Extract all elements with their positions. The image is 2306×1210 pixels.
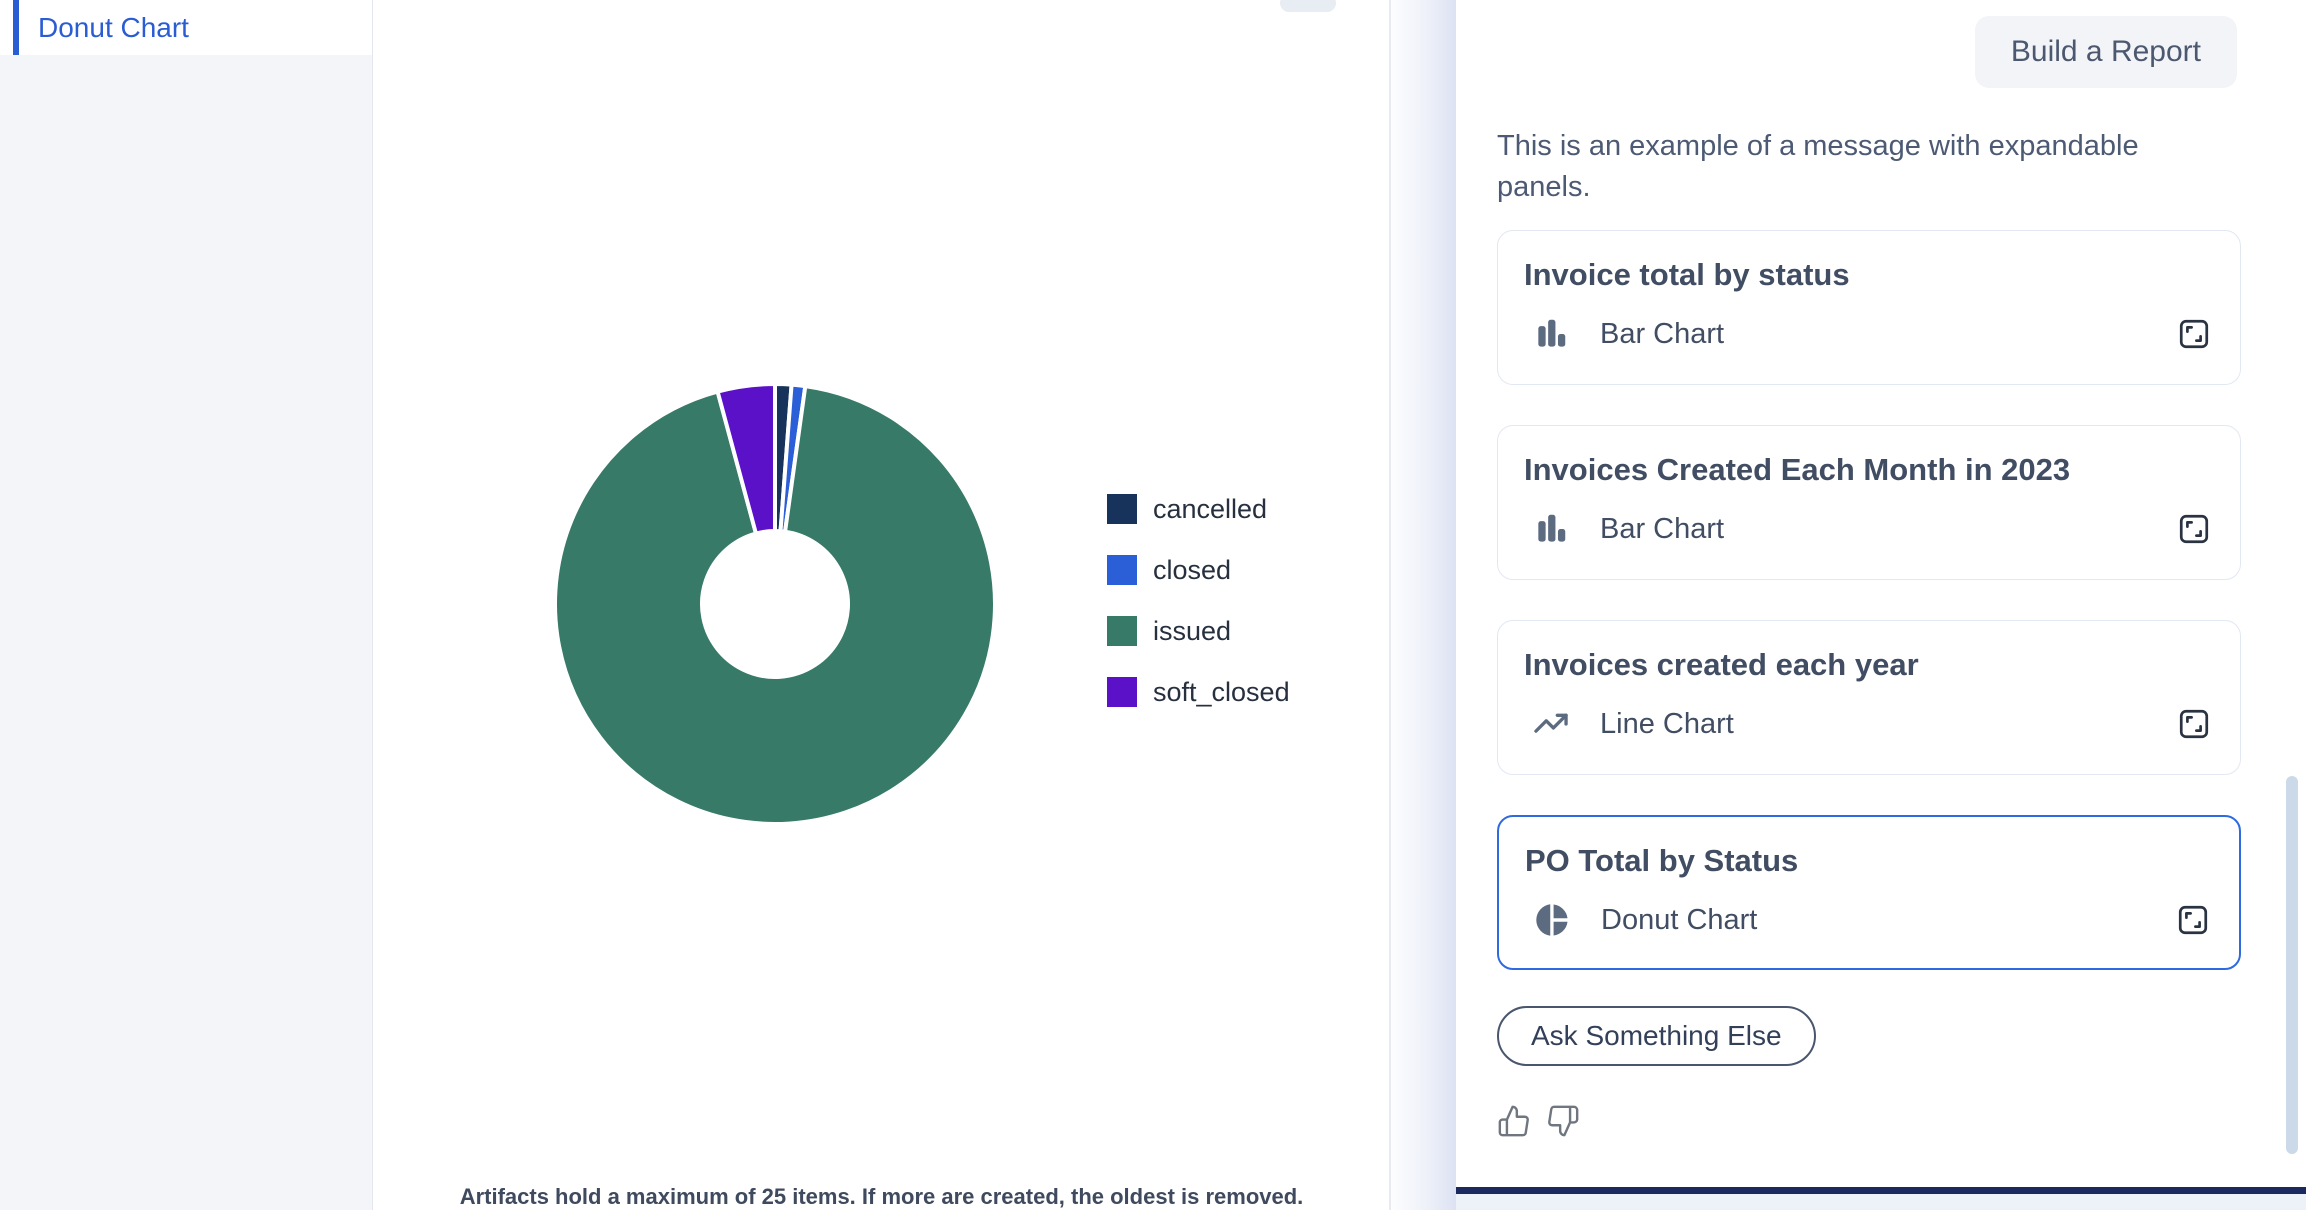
- donut-chart: [550, 379, 1000, 829]
- card-row: Donut Chart: [1525, 901, 2211, 939]
- card-title: Invoices Created Each Month in 2023: [1524, 452, 2071, 487]
- chart-panel-card[interactable]: Invoice total by status: [1497, 230, 2241, 385]
- chat-panel: Build a Report This is an example of a m…: [1456, 0, 2306, 1210]
- legend-swatch: [1107, 494, 1137, 524]
- feedback-row: [1497, 1104, 2241, 1138]
- donut-chart-svg: [553, 382, 997, 826]
- card-chart-type: Donut Chart: [1601, 903, 1758, 936]
- artifact-sidebar: Donut Chart: [0, 0, 373, 1210]
- line-chart-icon: [1532, 705, 1570, 743]
- assistant-message: This is an example of a message with exp…: [1497, 130, 2139, 203]
- expand-icon[interactable]: [2176, 511, 2212, 547]
- card-chart-type: Bar Chart: [1600, 317, 1725, 350]
- card-title: PO Total by Status: [1525, 843, 1799, 878]
- chat-scrollbar-thumb[interactable]: [2286, 776, 2298, 1154]
- card-chart-type: Bar Chart: [1600, 512, 1725, 545]
- expand-icon[interactable]: [2176, 316, 2212, 352]
- card-row: Line Chart: [1524, 705, 2212, 743]
- legend-item[interactable]: soft_closed: [1107, 677, 1290, 707]
- selected-item-accent-bar: [13, 0, 19, 55]
- donut-slice-issued: [553, 384, 997, 826]
- legend-swatch: [1107, 555, 1137, 585]
- panel-divider-gutter[interactable]: [1390, 0, 1456, 1210]
- legend-item[interactable]: issued: [1107, 616, 1290, 646]
- panel-menu-button-cutoff[interactable]: [1280, 0, 1336, 12]
- legend-label: soft_closed: [1153, 676, 1290, 707]
- legend-label: issued: [1153, 615, 1232, 646]
- card-title: Invoice total by status: [1524, 257, 1850, 292]
- card-row: Bar Chart: [1524, 315, 2212, 353]
- expand-icon[interactable]: [2175, 902, 2211, 938]
- expand-icon[interactable]: [2176, 706, 2212, 742]
- chat-input-top-border: [1456, 1187, 2306, 1194]
- thumbs-down-icon[interactable]: [1546, 1104, 1580, 1138]
- artifacts-footer-note: Artifacts hold a maximum of 25 items. If…: [459, 1184, 1304, 1209]
- bar-chart-icon: [1532, 510, 1570, 548]
- legend-label: cancelled: [1153, 493, 1268, 524]
- bar-chart-icon: [1532, 315, 1570, 353]
- chart-panel-card[interactable]: Invoices created each year: [1497, 620, 2241, 775]
- chat-content: Build a Report This is an example of a m…: [1497, 0, 2241, 1138]
- card-title: Invoices created each year: [1524, 647, 1919, 682]
- artifact-panel: cancelled closed issued soft_closed Arti…: [374, 0, 1390, 1210]
- thumbs-up-icon[interactable]: [1497, 1104, 1531, 1138]
- ask-something-else-button[interactable]: Ask Something Else: [1497, 1006, 1816, 1066]
- chart-legend: cancelled closed issued soft_closed: [1107, 494, 1290, 738]
- legend-item[interactable]: cancelled: [1107, 494, 1290, 524]
- legend-item[interactable]: closed: [1107, 555, 1290, 585]
- chat-input-area-cutoff[interactable]: [1456, 1194, 2306, 1210]
- donut-chart-icon: [1533, 901, 1571, 939]
- sidebar-item-donut-chart[interactable]: Donut Chart: [0, 0, 372, 55]
- chart-panel-card[interactable]: PO Total by Status: [1497, 815, 2241, 970]
- build-report-button[interactable]: Build a Report: [1974, 16, 2237, 88]
- sidebar-item-label: Donut Chart: [38, 11, 189, 43]
- legend-swatch: [1107, 616, 1137, 646]
- card-row: Bar Chart: [1524, 510, 2212, 548]
- chart-panel-card[interactable]: Invoices Created Each Month in 2023: [1497, 425, 2241, 580]
- expandable-panels: Invoice total by status: [1497, 230, 2241, 970]
- legend-swatch: [1107, 677, 1137, 707]
- donut-slice-soft_closed: [715, 382, 777, 536]
- card-chart-type: Line Chart: [1600, 707, 1734, 740]
- legend-label: closed: [1153, 554, 1232, 585]
